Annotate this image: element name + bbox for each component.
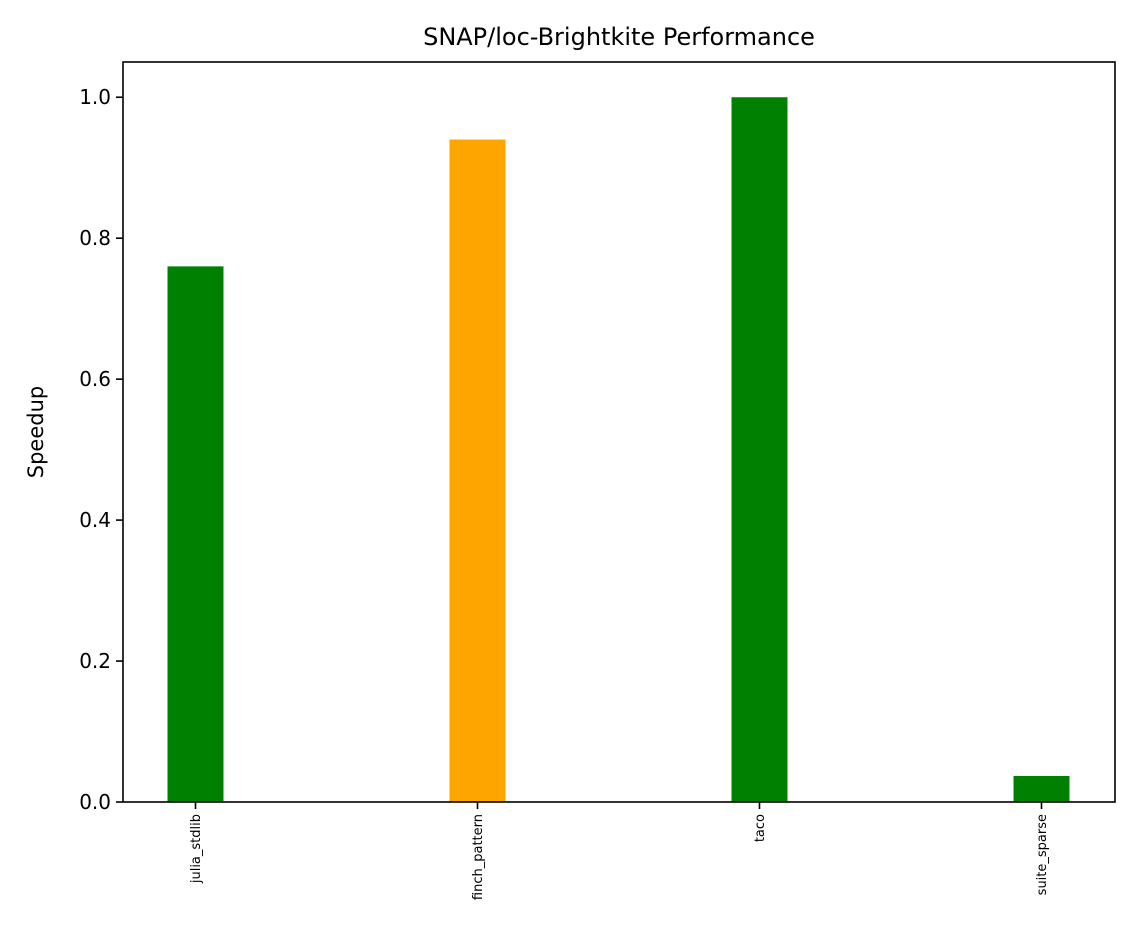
y-tick-label: 0.6 [79,367,111,391]
x-tick-label: taco [753,814,768,842]
y-tick-label: 0.2 [79,649,111,673]
y-tick-label: 0.0 [79,790,111,814]
bar-taco [731,97,788,802]
y-tick-label: 0.8 [79,226,111,250]
x-tick-label: suite_sparse [1035,814,1050,895]
bar-julia-stdlib [167,266,224,802]
bar-finch-pattern [449,139,506,802]
y-axis-ticks: 0.0 0.2 0.4 0.6 0.8 1.0 [79,85,123,814]
y-axis-label: Speedup [24,386,48,478]
y-tick-label: 0.4 [79,508,111,532]
x-tick-label: finch_pattern [471,814,486,900]
x-axis-ticks: julia_stdlib finch_pattern taco suite_spars… [189,802,1050,900]
y-tick-label: 1.0 [79,85,111,109]
bars-layer [167,97,1070,802]
bar-suite-sparse [1013,775,1070,802]
plot-frame [122,61,1116,803]
chart-title: SNAP/loc-Brightkite Performance [423,23,815,51]
x-tick-label: julia_stdlib [189,814,204,884]
